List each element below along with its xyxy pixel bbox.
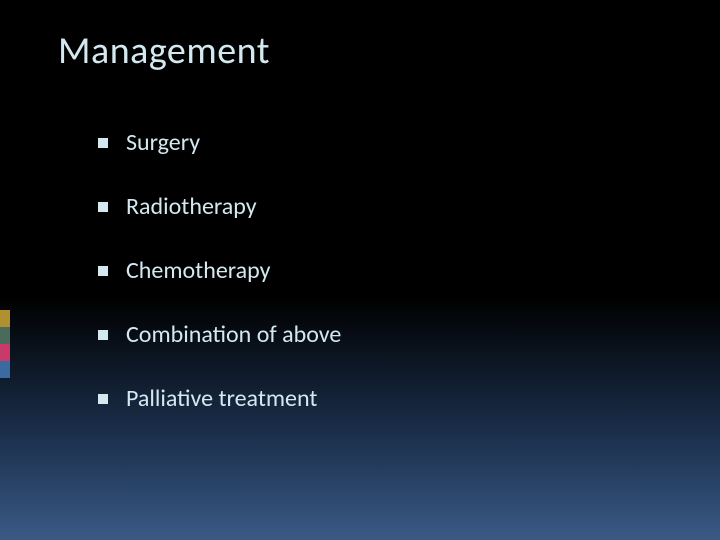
bullet-marker-icon [98,266,108,276]
accent-seg-1 [0,327,10,344]
bullet-marker-icon [98,202,108,212]
slide-title: Management [58,28,270,74]
accent-seg-2 [0,344,10,361]
bullet-label: Chemotherapy [126,256,271,285]
list-item: Palliative treatment [98,384,680,413]
bullet-label: Palliative treatment [126,384,317,413]
bullet-label: Combination of above [126,320,341,349]
list-item: Chemotherapy [98,256,680,285]
list-item: Radiotherapy [98,192,680,221]
accent-bar [0,310,10,378]
accent-seg-0 [0,310,10,327]
slide-container: Management Surgery Radiotherapy Chemothe… [0,0,720,540]
bullet-label: Surgery [126,128,200,157]
accent-seg-3 [0,361,10,378]
bullet-marker-icon [98,330,108,340]
bullet-list: Surgery Radiotherapy Chemotherapy Combin… [98,128,680,448]
bullet-marker-icon [98,394,108,404]
bullet-marker-icon [98,138,108,148]
list-item: Surgery [98,128,680,157]
bullet-label: Radiotherapy [126,192,257,221]
list-item: Combination of above [98,320,680,349]
